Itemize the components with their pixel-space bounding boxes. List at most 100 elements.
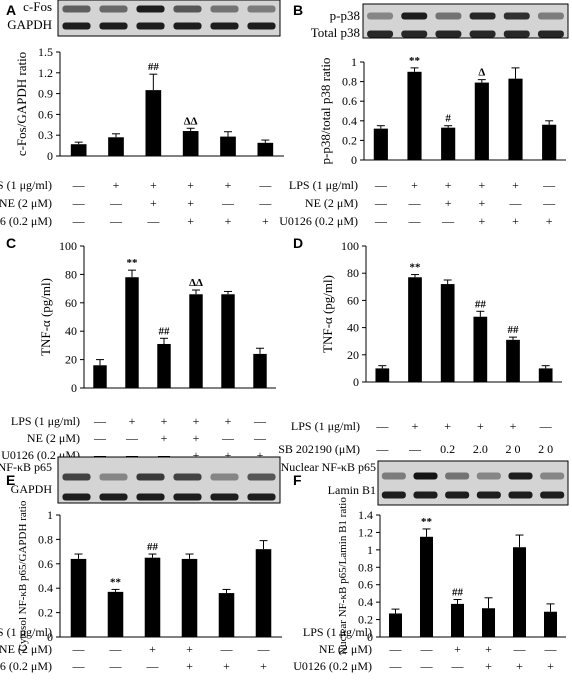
y-tick-label: 60 [347,293,359,307]
bar [70,144,87,156]
blot-band [540,491,565,499]
condition-mark: — [374,178,388,192]
blot-band [210,473,239,481]
bar [419,536,434,637]
bar [255,549,272,637]
y-tick-label: 1.2 [358,525,373,539]
condition-mark: — [408,214,422,228]
y-tick-label: 20 [65,353,77,367]
y-tick-label: 1 [351,55,357,69]
condition-mark: + [478,178,485,192]
blot-label: GAPDH [11,482,53,496]
condition-label: NE (2 μM) [319,642,372,656]
blot-band [136,5,165,13]
blot-band [537,12,564,20]
condition-mark: + [186,642,193,656]
condition-mark: + [454,642,461,656]
condition-mark: — [72,642,86,656]
bar [253,353,267,388]
condition-mark: + [478,214,485,228]
condition-mark: — [258,196,272,210]
blot-image [57,0,281,37]
condition-label: NE (2 μM) [0,196,52,210]
blot-band [367,12,394,20]
bar [441,127,456,160]
blot-band [537,30,564,38]
y-axis-label: Cytosol NF-κB p65/GAPDH ratio [17,500,29,651]
condition-mark: + [129,414,136,428]
condition-mark: — [408,196,422,210]
condition-mark: + [187,214,194,228]
blot-band [136,473,165,481]
condition-mark: + [512,178,519,192]
y-axis-label: p-p38/total p38 ratio [318,58,333,165]
significance-mark: ## [508,324,520,336]
bar [157,343,171,388]
y-tick-label: 1.5 [38,45,53,59]
blot-band [476,491,501,499]
y-tick-label: 0.2 [358,613,373,627]
bar [542,124,557,160]
panel-label: D [293,235,303,251]
condition-mark: — [221,431,235,445]
significance-mark: Δ [478,67,485,79]
condition-mark: + [149,625,156,639]
y-axis-label: Nuclear NF-κB p65/Lamin B1 ratio [337,497,349,655]
condition-mark: + [225,178,232,192]
blot-band [503,12,530,20]
y-tick-label: 40 [347,321,359,335]
bar [481,608,496,637]
blot-band [401,30,428,38]
condition-mark: — [257,625,271,639]
blot-label: p-p38 [330,8,360,23]
blot-band [508,491,533,499]
condition-mark: + [193,431,200,445]
significance-mark: ## [475,298,487,310]
condition-mark: + [225,414,232,428]
panel-label: F [293,472,302,488]
y-tick-label: 0 [351,153,357,167]
y-tick-label: 0.6 [38,557,53,571]
condition-mark: + [260,659,267,673]
bar [506,339,520,382]
condition-mark: + [193,414,200,428]
y-tick-label: 0.8 [358,560,373,574]
condition-mark: — [513,642,527,656]
significance-mark: ## [148,61,160,73]
bar [512,547,527,637]
condition-mark: — [542,178,556,192]
y-tick-label: 0.2 [38,606,53,620]
condition-mark: + [225,448,232,462]
condition-mark: + [477,419,484,433]
condition-mark: + [186,659,193,673]
condition-mark: — [93,431,107,445]
y-tick-label: 0 [47,630,53,644]
condition-mark: — [109,642,123,656]
condition-mark: + [161,431,168,445]
condition-label: U0126 (0.2 μM) [279,214,358,228]
blot-band [62,5,91,13]
blot-band [476,472,501,480]
y-tick-label: 60 [65,296,77,310]
condition-mark: + [445,196,452,210]
condition-mark: — [72,625,86,639]
condition-mark: — [544,642,558,656]
bar [93,365,107,388]
significance-mark: ΔΔ [184,115,198,127]
blot-band [173,493,202,501]
y-tick-label: 0.8 [342,75,357,89]
condition-mark: — [374,196,388,210]
condition-mark: — [72,214,86,228]
condition-mark: + [186,625,193,639]
y-tick-label: 20 [347,348,359,362]
condition-mark: + [262,214,269,228]
significance-mark: ΔΔ [189,277,203,289]
blot-band [367,30,394,38]
condition-mark: — [72,178,86,192]
condition-mark: — [420,642,434,656]
blot-image [362,3,569,39]
blot-band [508,472,533,480]
blot-band [445,472,470,480]
condition-mark: — [72,196,86,210]
blot-band [381,472,406,480]
